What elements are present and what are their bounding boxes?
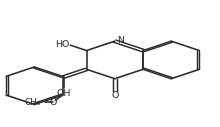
Text: OH: OH [57,89,71,98]
Text: HO: HO [55,40,69,49]
Text: O: O [111,91,118,100]
Text: O: O [49,98,56,107]
Text: CH₃: CH₃ [25,98,41,107]
Text: N: N [117,36,124,45]
